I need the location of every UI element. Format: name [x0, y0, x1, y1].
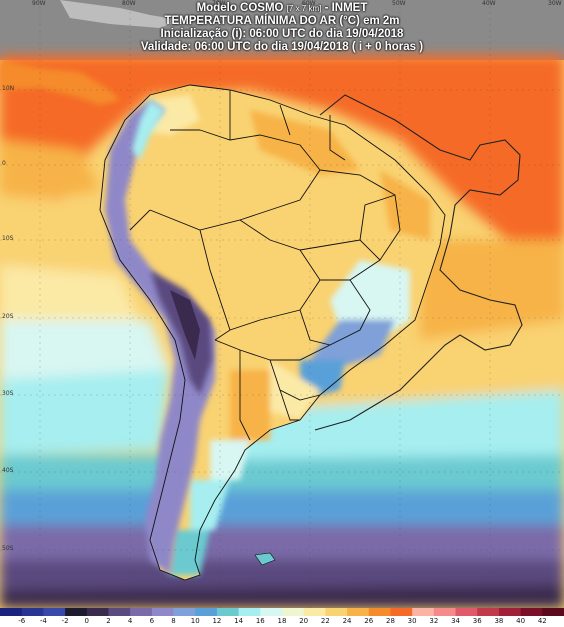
colorbar-label: -6 — [18, 617, 26, 625]
colorbar-label: 34 — [451, 617, 460, 625]
colorbar-label: 28 — [385, 617, 395, 625]
colorbar-swatch — [195, 608, 218, 616]
lat-label: 10N — [2, 85, 15, 92]
colorbar-label: 38 — [494, 617, 504, 625]
colorbar-label: 32 — [429, 617, 439, 625]
colorbar-swatch — [412, 608, 435, 616]
colorbar-swatch — [238, 608, 261, 616]
colorbar-swatch — [151, 608, 175, 616]
colorbar-label: 14 — [234, 617, 244, 625]
colorbar-swatch — [0, 608, 23, 616]
colorbar-label: 4 — [127, 617, 133, 625]
maritime-zone-outline — [314, 94, 523, 431]
colorbar-swatch — [477, 608, 500, 616]
colorbar-label: 26 — [364, 617, 374, 625]
colorbar-label: 36 — [472, 617, 482, 625]
colorbar-label: 16 — [255, 617, 265, 625]
lat-label: 0 — [2, 160, 6, 167]
lat-label: 40S — [2, 467, 14, 474]
colorbar-swatch — [260, 608, 283, 616]
colorbar-swatch — [433, 608, 457, 616]
organization: - INMET — [324, 2, 368, 14]
variable-title: TEMPERATURA MÍNIMA DO AR (°C) em 2m — [164, 15, 400, 27]
colorbar-label: -2 — [61, 617, 69, 625]
lon-label: 80W — [122, 0, 136, 7]
colorbar-swatch — [347, 608, 370, 616]
colorbar-label: 24 — [342, 617, 352, 625]
colorbar-swatch — [542, 608, 564, 616]
colorbar-label: 0 — [84, 617, 89, 625]
colorbar-label: 6 — [149, 617, 155, 625]
colorbar-swatch — [520, 608, 543, 616]
colorbar-label: 40 — [516, 617, 526, 625]
lon-label: 30W — [548, 0, 562, 7]
colorbar-label: -4 — [39, 617, 47, 625]
colorbar-swatch — [390, 608, 413, 616]
colorbar-swatch — [108, 608, 131, 616]
title-line: Modelo COSMO [7 x 7 km] - INMET — [0, 2, 564, 15]
lon-label: 90W — [32, 0, 46, 7]
colorbar-label: 42 — [537, 617, 547, 625]
colorbar-label: 2 — [106, 617, 111, 625]
colorbar-swatch — [216, 608, 240, 616]
colorbar-swatch — [173, 608, 196, 616]
colorbar-label: 10 — [190, 617, 200, 625]
lat-label: 10S — [2, 235, 14, 242]
colorbar-label: 30 — [407, 617, 417, 625]
lat-label: 20S — [2, 313, 14, 320]
south-america-land — [100, 85, 445, 580]
colorbar-label: 8 — [171, 617, 176, 625]
lon-label: 60W — [302, 0, 316, 7]
lon-label: 70W — [212, 0, 226, 7]
colorbar-swatch — [368, 608, 391, 616]
colorbar-swatch — [282, 608, 305, 616]
colorbar-swatch — [455, 608, 478, 616]
colorbar-swatch — [21, 608, 44, 616]
colorbar-swatch — [325, 608, 348, 616]
lon-label: 40W — [482, 0, 496, 7]
colorbar-label: 18 — [277, 617, 287, 625]
graticule — [0, 0, 564, 608]
lat-label: 50S — [2, 545, 14, 552]
colorbar-label: 12 — [212, 617, 222, 625]
colorbar-swatch — [498, 608, 522, 616]
colorbar-swatch — [86, 608, 109, 616]
model-resolution: [7 x 7 km] — [286, 4, 322, 13]
colorbar-label: 22 — [320, 617, 330, 625]
init-time: Inicialização (i): 06:00 UTC do dia 19/0… — [160, 28, 404, 40]
colorbar-swatch — [130, 608, 153, 616]
lat-label: 30S — [2, 390, 14, 397]
valid-time: Validade: 06:00 UTC do dia 19/04/2018 ( … — [140, 41, 424, 53]
colorbar-swatch — [43, 608, 66, 616]
colorbar-swatch — [303, 608, 326, 616]
colorbar-swatch — [65, 608, 88, 616]
model-name: Modelo COSMO — [196, 2, 284, 14]
colorbar-label: 20 — [299, 617, 309, 625]
lon-label: 50W — [392, 0, 406, 7]
colorbar — [0, 608, 564, 616]
